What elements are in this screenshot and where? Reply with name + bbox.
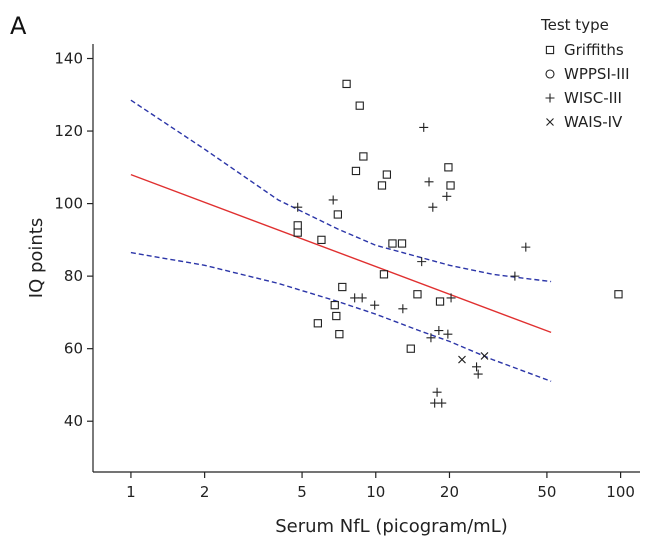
legend-entry-label: WAIS-IV: [564, 113, 623, 131]
data-point-square: [388, 239, 397, 248]
data-point-square: [293, 221, 302, 230]
data-point-square: [379, 270, 389, 279]
y-tick-label: 100: [54, 195, 83, 213]
data-point-square: [330, 301, 339, 310]
data-point-plus: [417, 257, 427, 267]
legend-entry-label: Griffiths: [564, 41, 624, 59]
data-point-plus: [428, 202, 438, 212]
data-point-square: [332, 311, 341, 321]
data-point-plus: [293, 202, 303, 212]
y-tick-label: 120: [54, 122, 83, 140]
legend-marker-circle: [545, 69, 555, 79]
data-point-plus: [521, 242, 531, 252]
data-point-cross: [458, 355, 466, 364]
legend-marker-cross: [546, 118, 554, 126]
ci-upper-line: [130, 99, 552, 283]
data-point-plus: [510, 271, 520, 281]
data-point-plus: [473, 369, 483, 379]
x-tick-label: 10: [366, 483, 385, 501]
data-point-square: [382, 170, 392, 179]
regression-line: [130, 173, 552, 334]
data-point-plus: [442, 191, 452, 201]
legend-marker-plus: [545, 93, 555, 103]
y-tick-label: 80: [64, 267, 83, 285]
x-tick-label: 100: [606, 483, 635, 501]
x-tick-label: 2: [200, 483, 210, 501]
data-point-square: [444, 163, 453, 172]
data-point-square: [317, 235, 326, 245]
data-point-plus: [432, 387, 442, 397]
data-point-plus: [350, 293, 360, 303]
data-point-square: [338, 282, 347, 292]
data-point-square: [413, 290, 422, 299]
data-point-plus: [426, 333, 436, 343]
data-point-square: [397, 239, 407, 248]
data-point-plus: [443, 329, 453, 339]
data-point-plus: [370, 300, 380, 310]
legend-title: Test type: [540, 16, 609, 34]
data-point-plus: [357, 293, 367, 303]
data-point-square: [333, 210, 342, 219]
data-point-plus: [472, 362, 482, 372]
data-point-square: [614, 290, 623, 299]
data-point-plus: [446, 293, 456, 303]
data-point-plus: [398, 304, 408, 314]
y-tick-label: 140: [54, 50, 83, 68]
data-point-square: [377, 181, 387, 190]
data-point-plus: [424, 177, 434, 187]
legend-marker-square: [545, 45, 555, 55]
data-point-square: [355, 101, 364, 110]
panel-label: A: [10, 12, 27, 40]
data-point-square: [359, 152, 368, 161]
data-point-square: [351, 166, 361, 176]
y-tick-label: 60: [64, 340, 83, 358]
legend: Test type Griffiths WPPSI-III WISC-III WAIS-…: [540, 16, 630, 131]
data-point-square: [342, 79, 351, 89]
data-point-plus: [328, 195, 338, 205]
x-axis-label: Serum NfL (picogram/mL): [275, 516, 508, 537]
data-point-plus: [419, 122, 429, 132]
x-tick-label: 20: [440, 483, 459, 501]
data-point-square: [406, 344, 415, 353]
legend-entry-label: WPPSI-III: [564, 65, 630, 83]
data-point-plus: [434, 326, 444, 336]
data-point-square: [435, 297, 445, 306]
data-point-square: [446, 181, 455, 190]
legend-entry-label: WISC-III: [564, 89, 622, 107]
x-tick-label: 1: [126, 483, 136, 501]
data-point-square: [313, 319, 322, 328]
x-tick-label: 5: [297, 483, 307, 501]
y-tick-label: 40: [64, 412, 83, 430]
y-axis-label: IQ points: [26, 218, 47, 298]
data-point-square: [335, 330, 344, 339]
data-point-cross: [480, 352, 489, 360]
data-point-square: [293, 228, 302, 237]
ci-lower-line: [130, 251, 552, 382]
plot-area: 40 60 80 100 120 140 1 2 5 10 20 50 100 Serum NfL (pi…: [26, 44, 640, 537]
x-tick-label: 50: [537, 483, 556, 501]
data-point-plus: [437, 398, 447, 408]
